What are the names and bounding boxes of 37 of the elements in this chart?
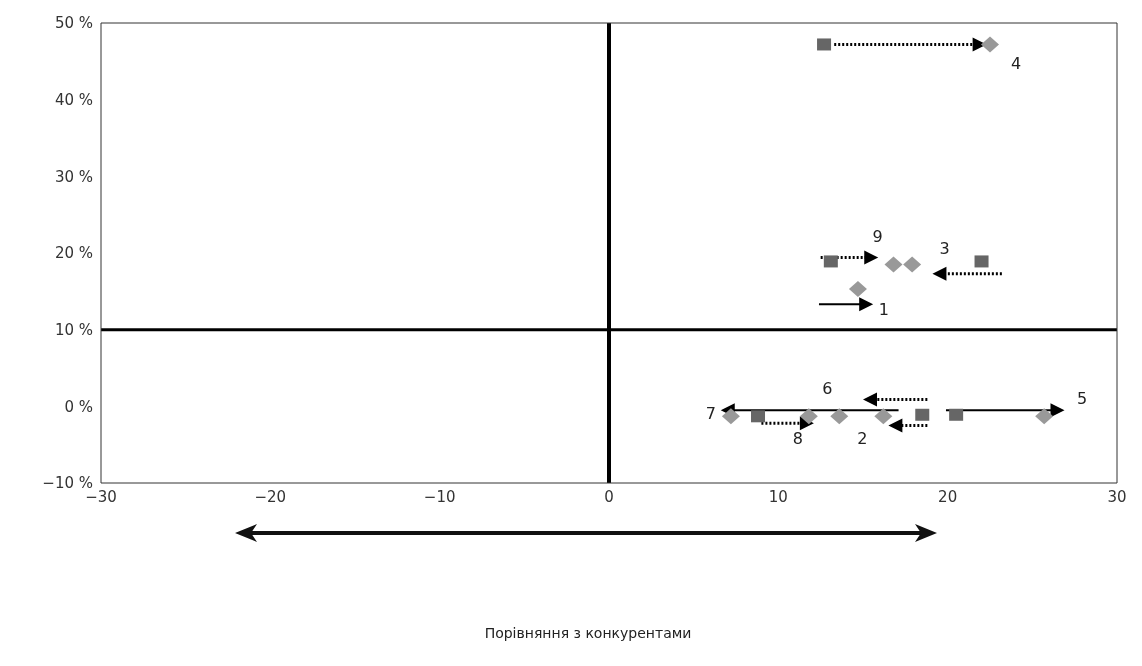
x-tick-label: −20 <box>254 487 287 506</box>
y-tick-label: 20 % <box>54 244 93 263</box>
y-tick-label: 40 % <box>54 90 93 109</box>
point <box>974 255 989 268</box>
point <box>884 256 903 273</box>
annotation: 1 <box>878 299 890 319</box>
point <box>981 36 999 53</box>
annotation: 4 <box>1010 53 1022 73</box>
x-tick-label: −10 <box>423 487 456 506</box>
y-tick-label: 50 % <box>54 14 93 33</box>
point <box>751 410 766 423</box>
point <box>1035 408 1054 425</box>
y-tick-label: 0 % <box>64 397 93 416</box>
point <box>949 408 964 421</box>
x-tick-label: 0 <box>604 487 614 506</box>
point <box>823 255 838 268</box>
point <box>817 38 832 51</box>
x-tick-label: 30 <box>1107 487 1127 506</box>
annotation: 7 <box>705 403 717 423</box>
y-tick-label: 30 % <box>54 167 93 186</box>
annotation: 2 <box>857 428 868 448</box>
point <box>903 256 922 273</box>
point <box>848 281 867 298</box>
annotation: 9 <box>872 227 883 246</box>
point <box>830 408 849 425</box>
y-tick-label: 10 % <box>54 320 93 339</box>
point <box>799 408 818 425</box>
annotation: 6 <box>822 378 833 398</box>
annotation: 3 <box>939 238 950 258</box>
x-tick-label: 10 <box>768 487 788 506</box>
point <box>721 408 740 425</box>
annotation: 8 <box>792 428 803 448</box>
point <box>874 408 893 425</box>
annotation: 5 <box>1077 388 1088 408</box>
point <box>915 408 930 421</box>
text: Порівняння з конкурентами <box>484 625 692 641</box>
x-tick-label: 20 <box>938 487 958 506</box>
